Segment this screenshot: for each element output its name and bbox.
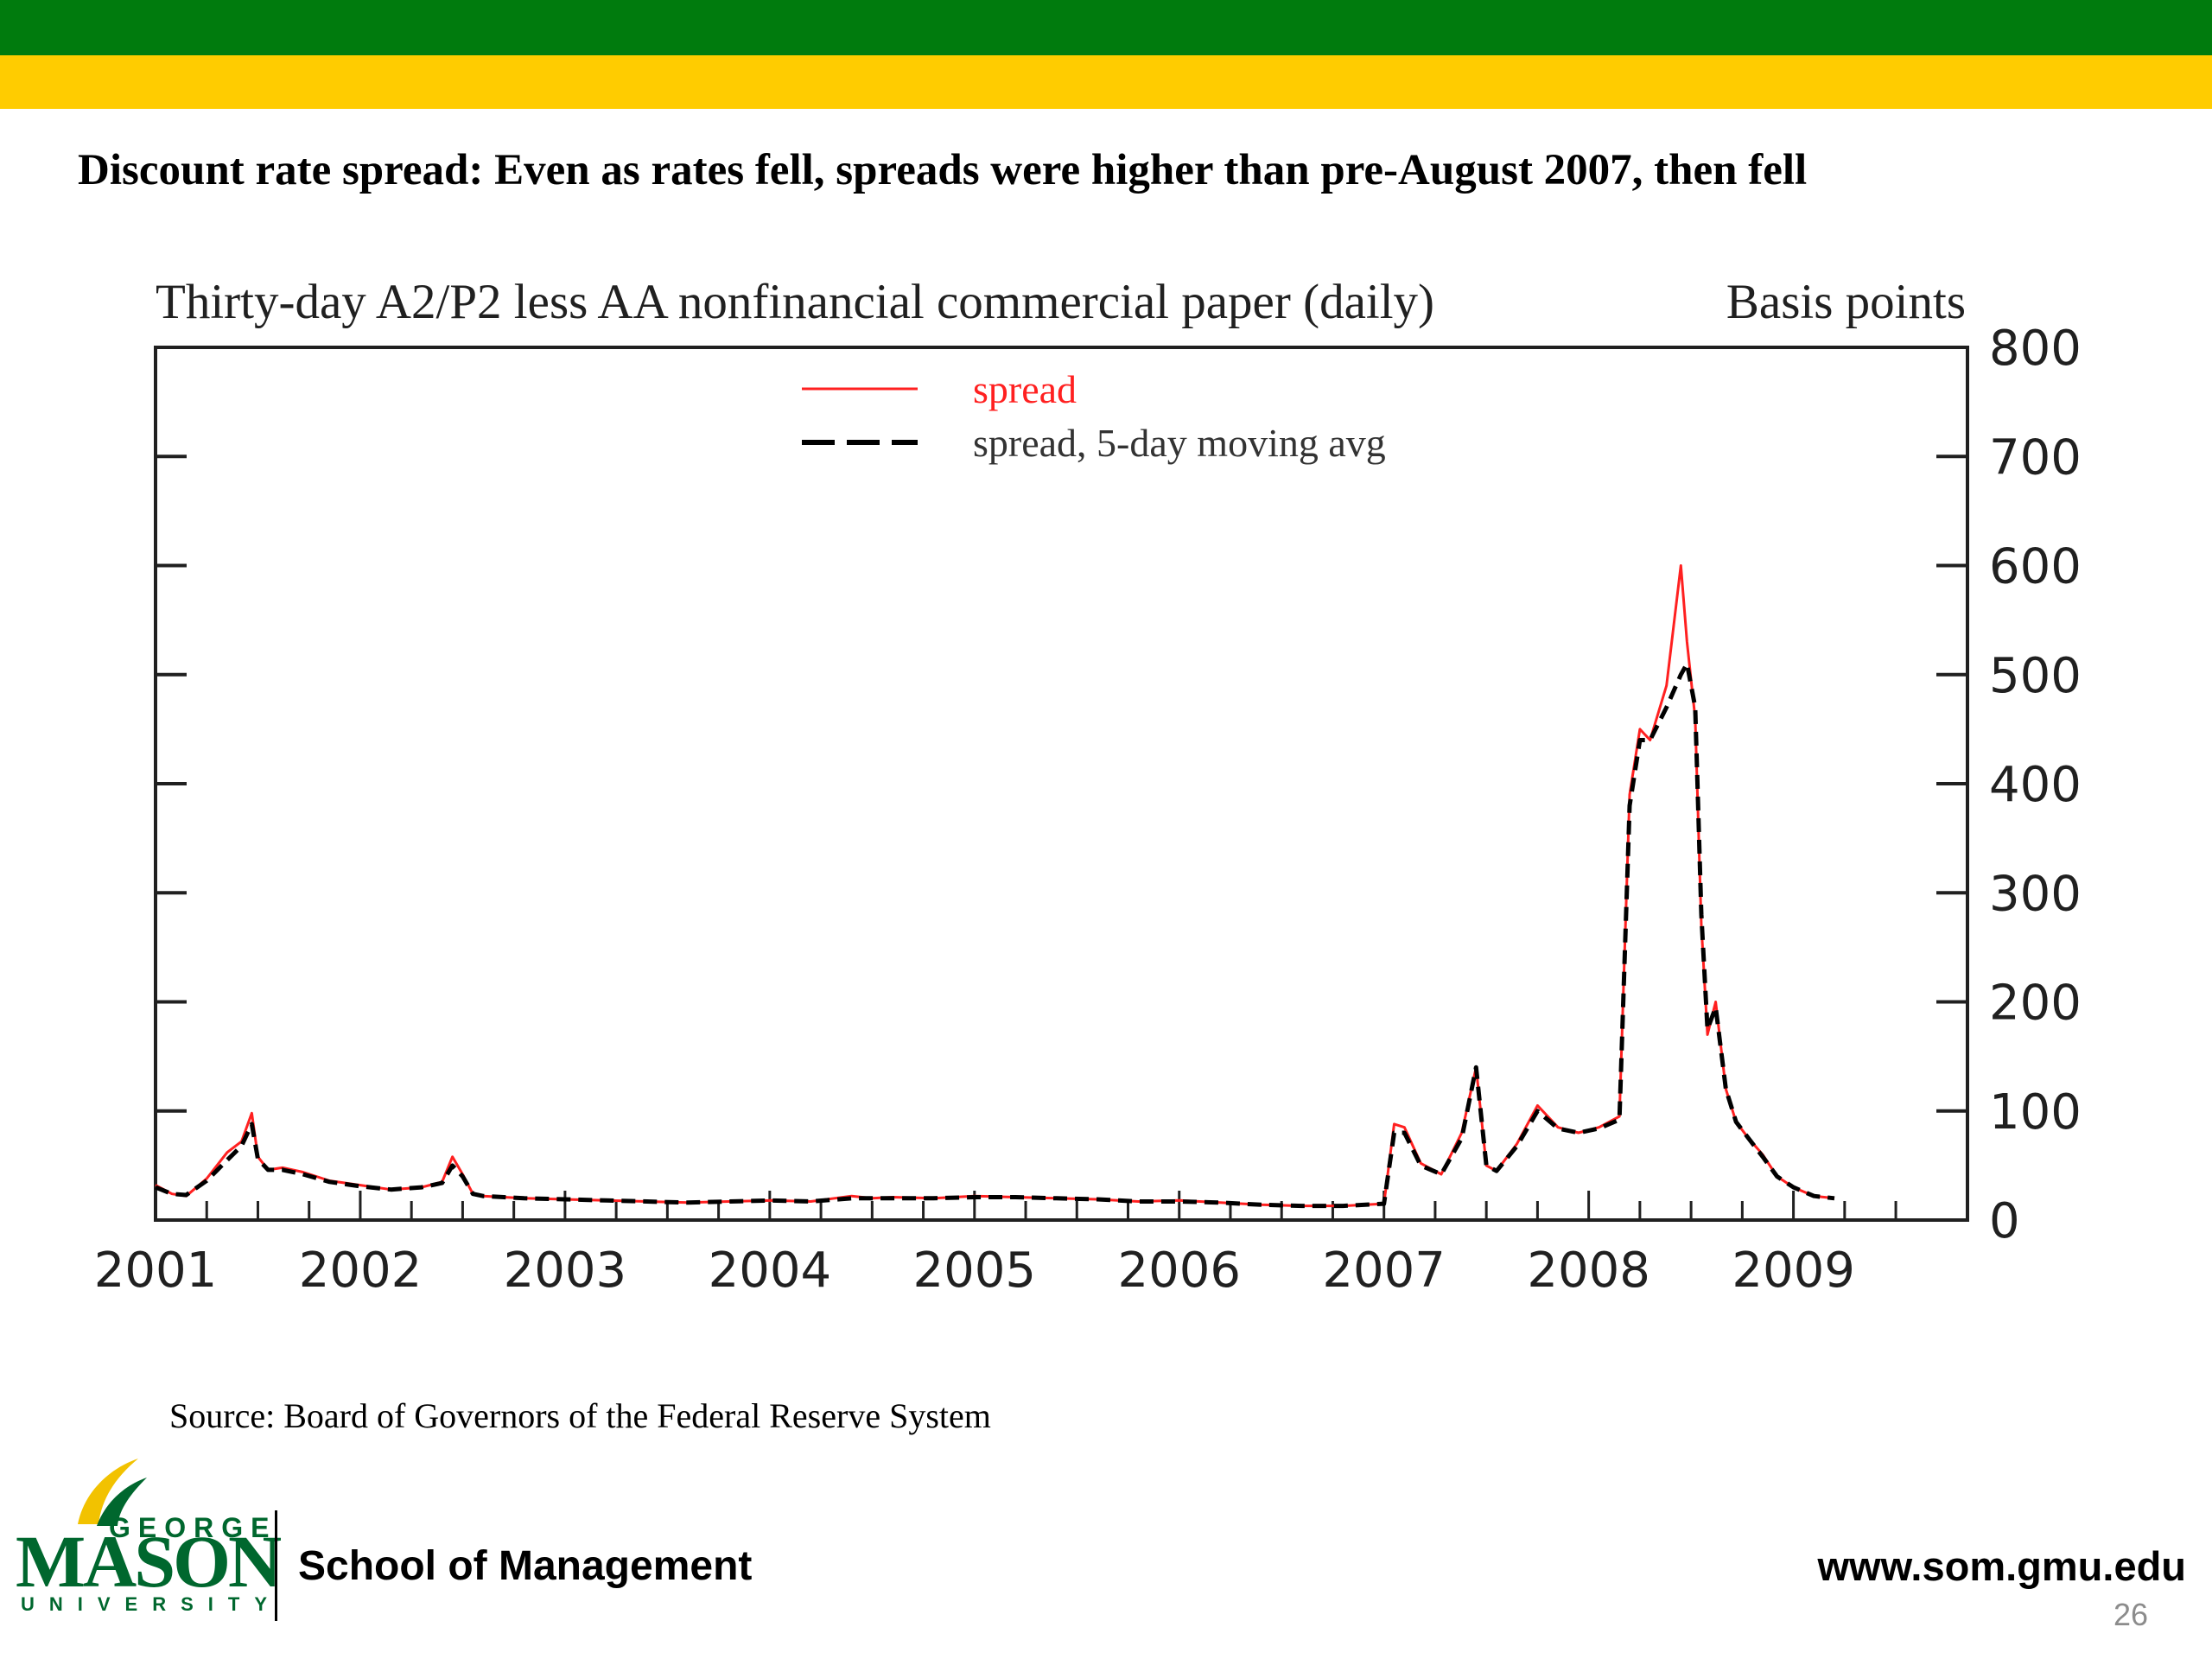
y-tick-label: 500 (1989, 648, 2082, 704)
gmu-logo-flame-icon (78, 1459, 147, 1526)
y-tick-label: 600 (1989, 539, 2082, 595)
source-note: Source: Board of Governors of the Federa… (169, 1396, 991, 1435)
logo-flame-gold (78, 1459, 138, 1524)
logo-university-text: UNIVERSITY (21, 1593, 283, 1615)
school-name: School of Management (298, 1543, 753, 1589)
top-band-green (0, 0, 2212, 55)
x-tick-label: 2003 (504, 1243, 627, 1299)
chart-plot-area: 0 100 200 300 400 500 600 700 800 2001 2002 2003 200… (94, 321, 2082, 1299)
x-tick-label: 2007 (1322, 1243, 1446, 1299)
x-tick-label: 2008 (1527, 1243, 1650, 1299)
legend-label: spread, 5-day moving avg (973, 421, 1386, 465)
x-tick-label: 2009 (1732, 1243, 1855, 1299)
y-tick-label: 700 (1989, 429, 2082, 486)
y-tick-label: 300 (1989, 866, 2082, 922)
top-band-yellow (0, 55, 2212, 109)
legend-label: spread (973, 367, 1077, 411)
x-tick-label: 2005 (913, 1243, 1037, 1299)
series-line-moving-avg (155, 661, 1835, 1209)
chart-y-axis-label: Basis points (1726, 275, 1966, 329)
gmu-logo: GEORGE MASON UNIVERSITY (16, 1452, 282, 1624)
y-tick-label: 100 (1989, 1084, 2082, 1141)
y-tick-label: 200 (1989, 976, 2082, 1032)
logo-mason-text: MASON (16, 1520, 282, 1603)
slide-title: Discount rate spread: Even as rates fell… (78, 146, 1808, 194)
page-number: 26 (2113, 1597, 2148, 1632)
y-tick-label: 0 (1989, 1193, 2020, 1249)
x-tick-label: 2002 (299, 1243, 423, 1299)
chart-title: Thirty-day A2/P2 less AA nonfinancial co… (156, 275, 1434, 329)
x-tick-label: 2004 (709, 1243, 832, 1299)
logo-george-text: GEORGE (109, 1512, 277, 1543)
logo-flame-green (97, 1478, 147, 1526)
chart: 0 100 200 300 400 500 600 700 800 2001 2002 2003 200… (94, 275, 2082, 1299)
x-tick-label: 2001 (94, 1243, 218, 1299)
y-tick-label: 400 (1989, 757, 2082, 813)
y-tick-label: 800 (1989, 321, 2082, 377)
series-line-spread (155, 564, 1835, 1208)
website-link[interactable]: www.som.gmu.edu (1817, 1543, 2186, 1589)
footer-divider (275, 1510, 277, 1621)
x-tick-label: 2006 (1117, 1243, 1241, 1299)
